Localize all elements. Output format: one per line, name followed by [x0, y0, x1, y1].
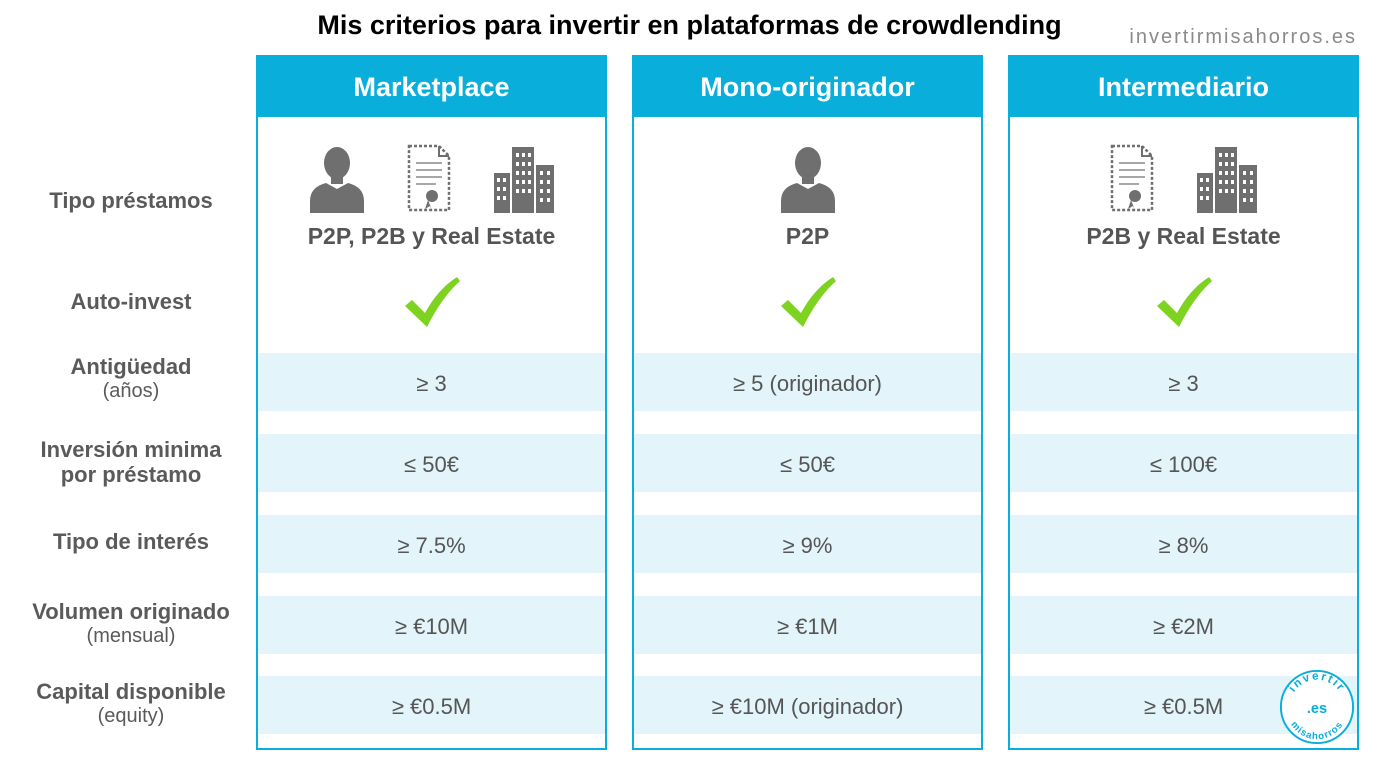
row-band: [634, 434, 981, 492]
site-name: invertirmisahorros.es: [1129, 26, 1357, 48]
value-antiguedad: ≥ 5 (originador): [732, 371, 883, 396]
row-band: [1010, 434, 1357, 492]
column-header: Marketplace: [258, 57, 605, 117]
row-label-main: Antigüedad: [70, 354, 192, 379]
row-label-main: Tipo préstamos: [49, 188, 213, 213]
invertirmisahorros-badge-icon: invertir .es misahorros: [1279, 670, 1355, 745]
row-label-main: Volumen originado: [32, 599, 230, 624]
row-label-tipo-interes: Tipo de interés: [10, 529, 252, 554]
contract-icon: [406, 143, 452, 213]
column-intermediario: Intermediario P2B y Real Estate ≥ 3 ≤ 100€ ≥…: [1008, 55, 1359, 750]
value-inversion-minima: ≤ 100€: [1149, 452, 1218, 477]
loan-types-text: P2P: [785, 223, 830, 249]
row-label-main: Capital disponible: [36, 679, 226, 704]
row-band: [634, 676, 981, 734]
value-interes: ≥ 8%: [1158, 533, 1209, 558]
row-band: [1010, 596, 1357, 654]
person-icon: [779, 145, 837, 213]
person-icon: [308, 145, 366, 213]
value-interes: ≥ 9%: [782, 533, 833, 558]
row-label-antiguedad: Antigüedad (años): [10, 354, 252, 404]
row-band: [258, 434, 605, 492]
loan-type-icons: [1010, 133, 1357, 213]
value-volumen: ≥ €2M: [1153, 614, 1214, 639]
value-interes: ≥ 7.5%: [397, 533, 466, 558]
contract-icon: [1109, 143, 1155, 213]
row-label-main: Auto-invest: [70, 289, 192, 314]
row-band: [258, 676, 605, 734]
column-marketplace: Marketplace P2P, P2B y Real Estate ≥ 3 ≤ 50…: [256, 55, 607, 750]
checkmark-icon: [402, 275, 462, 331]
row-band: [634, 353, 981, 411]
loan-types-text: P2P, P2B y Real Estate: [307, 223, 556, 249]
row-label-main: Tipo de interés: [52, 529, 210, 554]
value-antiguedad: ≥ 3: [416, 371, 447, 396]
value-capital: ≥ €10M (originador): [711, 694, 904, 719]
row-label-main-2: por préstamo: [60, 462, 202, 487]
value-antiguedad: ≥ 3: [1168, 371, 1199, 396]
page-title: Mis criterios para invertir en plataform…: [317, 10, 1062, 40]
row-label-volumen: Volumen originado (mensual): [10, 599, 252, 649]
checkmark-icon: [778, 275, 838, 331]
value-volumen: ≥ €10M: [394, 614, 469, 639]
value-inversion-minima: ≤ 50€: [780, 452, 835, 477]
row-band: [1010, 515, 1357, 573]
badge-middle-text: .es: [1307, 701, 1327, 717]
loan-type-icons: [258, 133, 605, 213]
row-label-main: Inversión minima: [40, 437, 222, 462]
row-label-tipo-prestamos: Tipo préstamos: [10, 188, 252, 213]
loan-type-icons: [634, 133, 981, 213]
value-capital: ≥ €0.5M: [1143, 694, 1224, 719]
row-band: [258, 515, 605, 573]
checkmark-icon: [1154, 275, 1214, 331]
row-label-inversion-minima: Inversión minima por préstamo: [10, 437, 252, 487]
row-band: [258, 596, 605, 654]
loan-types-text: P2B y Real Estate: [1086, 223, 1281, 249]
value-capital: ≥ €0.5M: [391, 694, 472, 719]
row-label-sub: (años): [102, 380, 160, 402]
value-volumen: ≥ €1M: [777, 614, 838, 639]
row-label-sub: (equity): [97, 705, 165, 727]
column-mono-originador: Mono-originador P2P ≥ 5 (originador) ≤ 50€ ≥…: [632, 55, 983, 750]
row-band: [634, 515, 981, 573]
row-band: [258, 353, 605, 411]
row-label-auto-invest: Auto-invest: [10, 289, 252, 314]
row-band: [634, 596, 981, 654]
buildings-icon: [492, 143, 556, 213]
row-label-sub: (mensual): [86, 625, 176, 647]
column-header: Mono-originador: [634, 57, 981, 117]
row-band: [1010, 353, 1357, 411]
row-label-capital: Capital disponible (equity): [10, 679, 252, 729]
value-inversion-minima: ≤ 50€: [404, 452, 459, 477]
column-header: Intermediario: [1010, 57, 1357, 117]
buildings-icon: [1195, 143, 1259, 213]
